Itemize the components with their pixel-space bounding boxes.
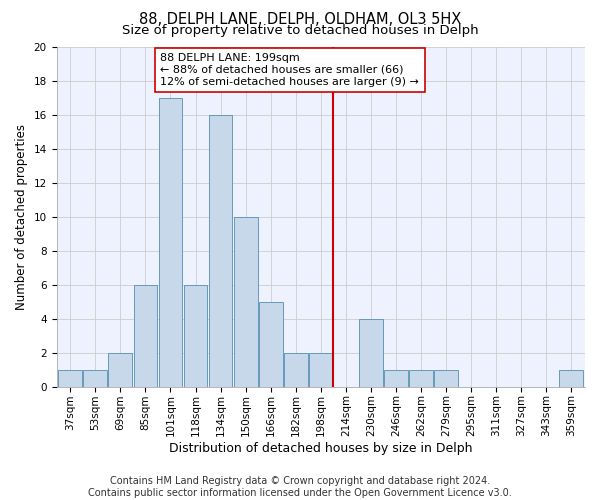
Text: Contains HM Land Registry data © Crown copyright and database right 2024.
Contai: Contains HM Land Registry data © Crown c… bbox=[88, 476, 512, 498]
Bar bbox=[409, 370, 433, 386]
Y-axis label: Number of detached properties: Number of detached properties bbox=[15, 124, 28, 310]
Bar bbox=[184, 284, 208, 386]
Bar bbox=[158, 98, 182, 387]
Bar bbox=[384, 370, 408, 386]
Bar bbox=[109, 352, 132, 386]
X-axis label: Distribution of detached houses by size in Delph: Distribution of detached houses by size … bbox=[169, 442, 473, 455]
Bar bbox=[434, 370, 458, 386]
Bar bbox=[309, 352, 332, 386]
Bar bbox=[359, 318, 383, 386]
Bar bbox=[259, 302, 283, 386]
Text: 88, DELPH LANE, DELPH, OLDHAM, OL3 5HX: 88, DELPH LANE, DELPH, OLDHAM, OL3 5HX bbox=[139, 12, 461, 28]
Text: 88 DELPH LANE: 199sqm
← 88% of detached houses are smaller (66)
12% of semi-deta: 88 DELPH LANE: 199sqm ← 88% of detached … bbox=[160, 54, 419, 86]
Bar bbox=[209, 114, 232, 386]
Text: Size of property relative to detached houses in Delph: Size of property relative to detached ho… bbox=[122, 24, 478, 37]
Bar bbox=[134, 284, 157, 386]
Bar bbox=[559, 370, 583, 386]
Bar bbox=[284, 352, 308, 386]
Bar bbox=[234, 216, 257, 386]
Bar bbox=[58, 370, 82, 386]
Bar bbox=[83, 370, 107, 386]
